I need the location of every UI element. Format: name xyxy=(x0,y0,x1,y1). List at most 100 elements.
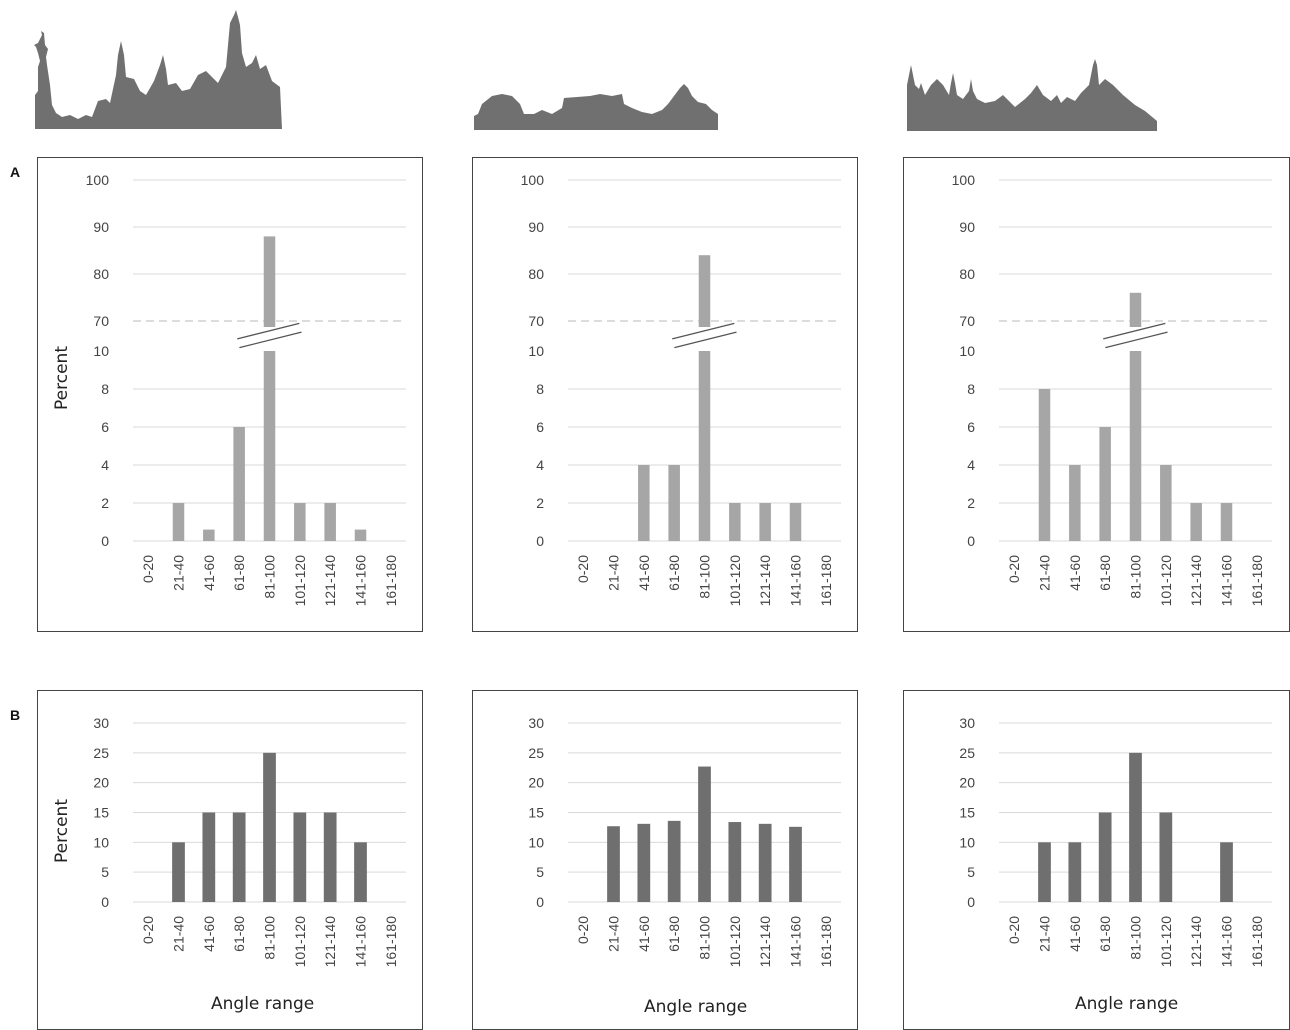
bar xyxy=(1220,503,1233,541)
bar xyxy=(172,842,185,902)
y-tick-label: 2 xyxy=(967,495,975,511)
x-tick-label: 161-180 xyxy=(1249,555,1265,607)
y-tick-label: 4 xyxy=(967,457,975,473)
bar xyxy=(233,427,245,541)
y-tick-label: 2 xyxy=(101,495,109,511)
y-tick-label: 70 xyxy=(93,313,109,329)
y-tick-label: 90 xyxy=(528,219,544,235)
chart-b-new-york-svg: 0 5 10 15 20 25 30 0-20 21-40 41-60 61-80 81-100 101… xyxy=(93,715,406,968)
axis-break-gap xyxy=(236,321,303,351)
y-tick-label: 90 xyxy=(93,219,109,235)
bar xyxy=(202,812,216,902)
y-tick-label: 10 xyxy=(528,343,544,359)
cairo-skyline xyxy=(907,59,1157,131)
x-tick-label: 101-120 xyxy=(292,916,308,968)
bar xyxy=(1068,842,1082,902)
y-tick-label: 10 xyxy=(959,834,975,850)
x-tick-label: 41-60 xyxy=(201,916,217,952)
x-axis-label: Angle range xyxy=(1075,994,1179,1014)
y-tick-label: 15 xyxy=(528,805,544,821)
x-tick-label: 0-20 xyxy=(140,555,156,583)
y-axis-label: Percent xyxy=(52,799,72,863)
bar xyxy=(203,529,215,541)
y-tick-label: 6 xyxy=(536,419,544,435)
bar xyxy=(263,752,276,902)
bar xyxy=(1099,427,1111,541)
x-tick-label: 21-40 xyxy=(171,916,187,952)
y-tick-label: 0 xyxy=(101,533,109,549)
chart-a-new-york: 70 80 90 100 0 2 4 6 8 10 0-20 21-40 41-60 61-80 81-10… xyxy=(37,157,423,632)
y-tick-label: 25 xyxy=(93,745,109,761)
chart-b-rome-svg: 0 5 10 15 20 25 30 0-20 21-40 41-60 61-80 81-100 101… xyxy=(528,715,841,968)
panel-a-label: A xyxy=(10,164,21,180)
y-tick-label: 80 xyxy=(959,266,975,282)
x-tick-label: 41-60 xyxy=(1067,916,1083,952)
bar xyxy=(172,503,185,541)
x-tick-label: 61-80 xyxy=(231,916,247,952)
y-tick-label: 10 xyxy=(93,343,109,359)
x-tick-label: 81-100 xyxy=(1128,555,1144,599)
x-tick-label: 141-160 xyxy=(788,916,804,968)
y-tick-label: 25 xyxy=(959,745,975,761)
y-tick-label: 5 xyxy=(536,864,544,880)
y-tick-label: 10 xyxy=(959,343,975,359)
y-tick-label: 5 xyxy=(101,864,109,880)
y-tick-label: 100 xyxy=(86,172,110,188)
bar xyxy=(1160,465,1172,541)
x-tick-label: 101-120 xyxy=(727,555,743,607)
x-tick-label: 121-140 xyxy=(322,555,338,607)
chart-a-rome-svg: 70 80 90 100 0 2 4 6 8 10 0-20 21-40 41-60 61-80 81-10… xyxy=(521,172,841,607)
bar-upper-segment xyxy=(263,236,276,327)
x-tick-label: 121-140 xyxy=(322,916,338,968)
x-tick-label: 161-180 xyxy=(383,555,399,607)
bar xyxy=(729,503,741,541)
axis-break-mark xyxy=(239,331,302,349)
x-axis-label: Angle range xyxy=(211,994,315,1014)
x-tick-label: 0-20 xyxy=(575,916,591,944)
panel-b-label: B xyxy=(10,707,21,723)
bar-lower-segment xyxy=(263,351,276,541)
y-axis-label: Percent xyxy=(52,346,72,410)
chart-b-new-york: 0 5 10 15 20 25 30 0-20 21-40 41-60 61-80 81-100 101… xyxy=(37,690,423,1030)
bar xyxy=(638,465,650,541)
y-tick-label: 30 xyxy=(528,715,544,731)
x-tick-label: 81-100 xyxy=(697,916,713,960)
chart-a-new-york-svg: 70 80 90 100 0 2 4 6 8 10 0-20 21-40 41-60 61-80 81-10… xyxy=(86,172,406,607)
bar xyxy=(759,503,771,541)
bar xyxy=(294,503,306,541)
x-tick-label: 121-140 xyxy=(1188,916,1204,968)
y-tick-label: 90 xyxy=(959,219,975,235)
axis-break-gap xyxy=(1102,321,1169,351)
bar-lower-segment xyxy=(698,351,711,541)
y-tick-label: 8 xyxy=(967,381,975,397)
bar xyxy=(667,820,681,902)
x-tick-label: 61-80 xyxy=(666,555,682,591)
y-tick-label: 30 xyxy=(959,715,975,731)
chart-a-cairo: 70 80 90 100 0 2 4 6 8 10 0-20 21-40 41-60 61-80 81-10… xyxy=(903,157,1290,632)
x-tick-label: 61-80 xyxy=(1097,916,1113,952)
y-tick-label: 80 xyxy=(528,266,544,282)
x-tick-label: 0-20 xyxy=(575,555,591,583)
x-tick-label: 101-120 xyxy=(1158,555,1174,607)
y-tick-label: 5 xyxy=(967,864,975,880)
axis-break-mark xyxy=(1103,322,1166,340)
axis-break-mark xyxy=(1105,331,1168,349)
y-tick-label: 100 xyxy=(521,172,545,188)
axis-break-mark xyxy=(237,322,300,340)
x-tick-label: 21-40 xyxy=(606,555,622,591)
y-tick-label: 20 xyxy=(959,775,975,791)
bar xyxy=(323,812,337,902)
y-tick-label: 2 xyxy=(536,495,544,511)
x-tick-label: 161-180 xyxy=(818,555,834,607)
bar xyxy=(324,503,336,541)
chart-a-cairo-svg: 70 80 90 100 0 2 4 6 8 10 0-20 21-40 41-60 61-80 81-10… xyxy=(952,172,1272,607)
bar xyxy=(1190,503,1202,541)
x-tick-label: 121-140 xyxy=(757,555,773,607)
bar xyxy=(1129,752,1142,902)
axis-break-mark xyxy=(674,331,737,349)
y-tick-label: 0 xyxy=(967,894,975,910)
x-tick-label: 0-20 xyxy=(1006,555,1022,583)
axis-break-gap xyxy=(671,321,738,351)
bar xyxy=(354,842,367,902)
bar xyxy=(293,812,307,902)
